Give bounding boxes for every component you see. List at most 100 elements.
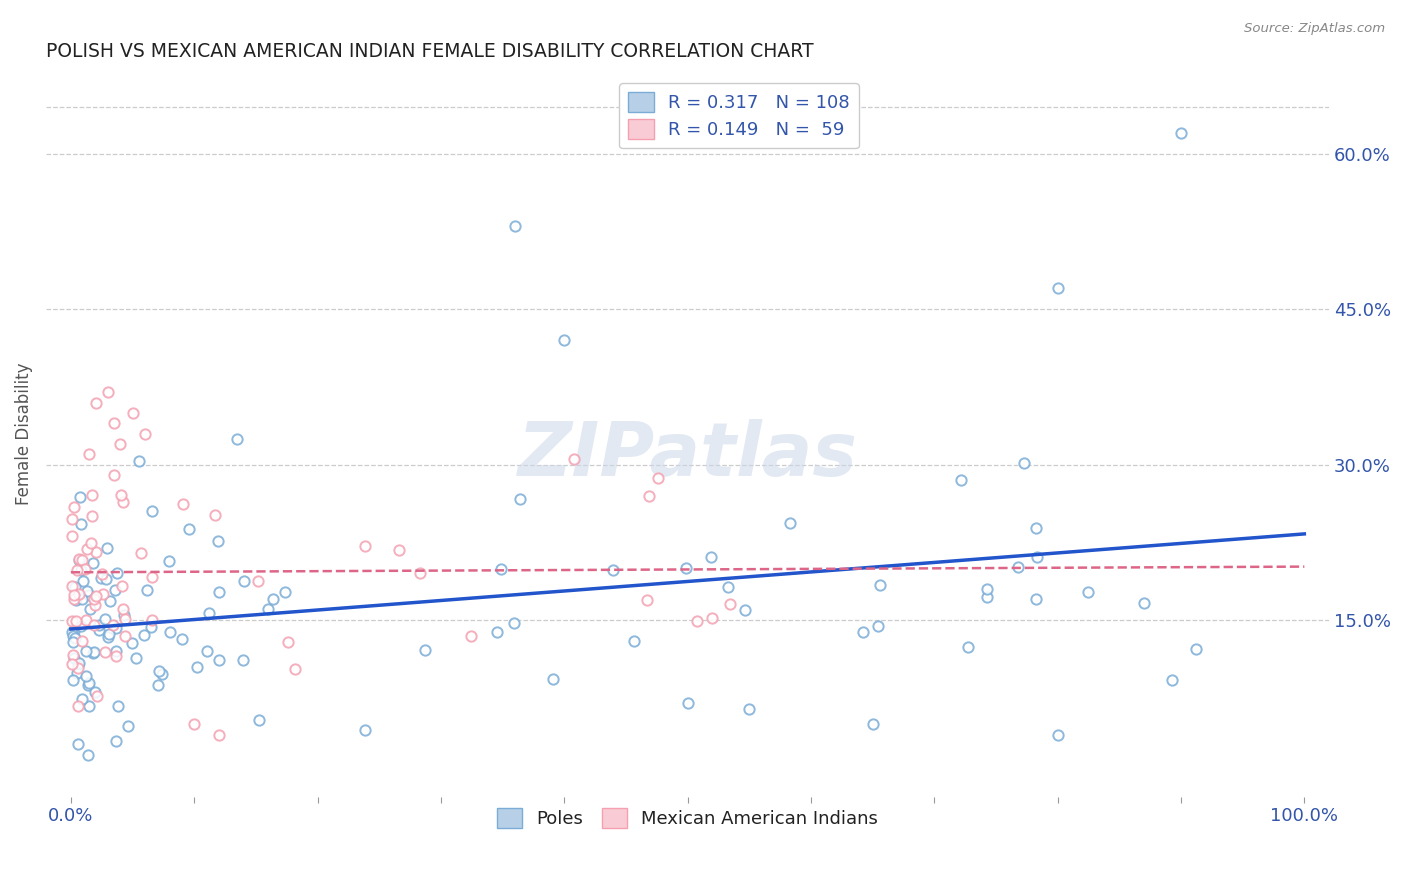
Point	[65, 592, 87, 607]
Point	[257, 602, 280, 616]
Point	[111, 578, 134, 592]
Point	[262, 592, 284, 607]
Point	[273, 585, 295, 599]
Point	[60, 657, 83, 672]
Point	[125, 651, 148, 665]
Point	[562, 451, 585, 466]
Point	[676, 697, 699, 711]
Point	[146, 678, 169, 692]
Point	[62, 629, 84, 643]
Point	[79, 447, 101, 461]
Point	[128, 454, 150, 468]
Point	[77, 698, 100, 713]
Point	[96, 541, 118, 556]
Point	[84, 545, 107, 559]
Point	[63, 624, 86, 638]
Point	[93, 611, 115, 625]
Point	[1077, 585, 1099, 599]
Point	[114, 608, 136, 623]
Point	[226, 433, 249, 447]
Point	[117, 719, 139, 733]
Point	[602, 563, 624, 577]
Point	[65, 631, 87, 645]
Point	[103, 468, 125, 483]
Y-axis label: Female Disability: Female Disability	[15, 362, 32, 505]
Point	[186, 659, 208, 673]
Point	[354, 539, 377, 553]
Point	[541, 673, 564, 687]
Point	[976, 582, 998, 596]
Point	[638, 489, 661, 503]
Point	[204, 508, 226, 523]
Point	[103, 417, 125, 431]
Point	[105, 566, 128, 581]
Point	[157, 554, 180, 568]
Point	[976, 590, 998, 604]
Point	[62, 634, 84, 648]
Point	[69, 516, 91, 531]
Point	[108, 437, 131, 451]
Point	[1170, 126, 1192, 140]
Point	[121, 636, 143, 650]
Point	[717, 580, 740, 594]
Point	[1046, 281, 1069, 295]
Point	[388, 542, 411, 557]
Point	[170, 632, 193, 646]
Point	[284, 663, 307, 677]
Point	[869, 578, 891, 592]
Point	[63, 580, 86, 594]
Point	[62, 673, 84, 687]
Point	[65, 563, 87, 577]
Point	[1012, 456, 1035, 470]
Point	[77, 675, 100, 690]
Point	[114, 629, 136, 643]
Point	[1133, 596, 1156, 610]
Point	[1025, 592, 1047, 607]
Point	[232, 574, 254, 588]
Point	[84, 685, 107, 699]
Point	[67, 552, 90, 566]
Point	[700, 611, 723, 625]
Point	[98, 627, 121, 641]
Point	[60, 624, 83, 639]
Point	[84, 395, 107, 409]
Point	[62, 648, 84, 662]
Point	[82, 646, 104, 660]
Point	[862, 717, 884, 731]
Point	[409, 566, 432, 580]
Point	[107, 698, 129, 713]
Text: Source: ZipAtlas.com: Source: ZipAtlas.com	[1244, 22, 1385, 36]
Point	[868, 619, 890, 633]
Point	[70, 552, 93, 566]
Point	[141, 613, 163, 627]
Point	[141, 570, 163, 584]
Point	[69, 490, 91, 504]
Point	[232, 652, 254, 666]
Point	[84, 599, 107, 613]
Point	[63, 588, 86, 602]
Point	[134, 628, 156, 642]
Point	[779, 516, 801, 530]
Point	[208, 727, 231, 741]
Point	[84, 589, 107, 603]
Point	[247, 713, 270, 727]
Legend: Poles, Mexican American Indians: Poles, Mexican American Indians	[489, 801, 886, 835]
Point	[79, 601, 101, 615]
Point	[60, 579, 83, 593]
Point	[110, 488, 132, 502]
Point	[80, 536, 103, 550]
Point	[75, 643, 97, 657]
Point	[77, 748, 100, 763]
Point	[67, 587, 90, 601]
Point	[502, 615, 524, 630]
Point	[80, 508, 103, 523]
Point	[148, 664, 170, 678]
Point	[1026, 550, 1049, 565]
Point	[686, 614, 709, 628]
Point	[83, 617, 105, 632]
Point	[67, 657, 90, 671]
Point	[79, 588, 101, 602]
Point	[97, 631, 120, 645]
Point	[738, 701, 761, 715]
Point	[83, 644, 105, 658]
